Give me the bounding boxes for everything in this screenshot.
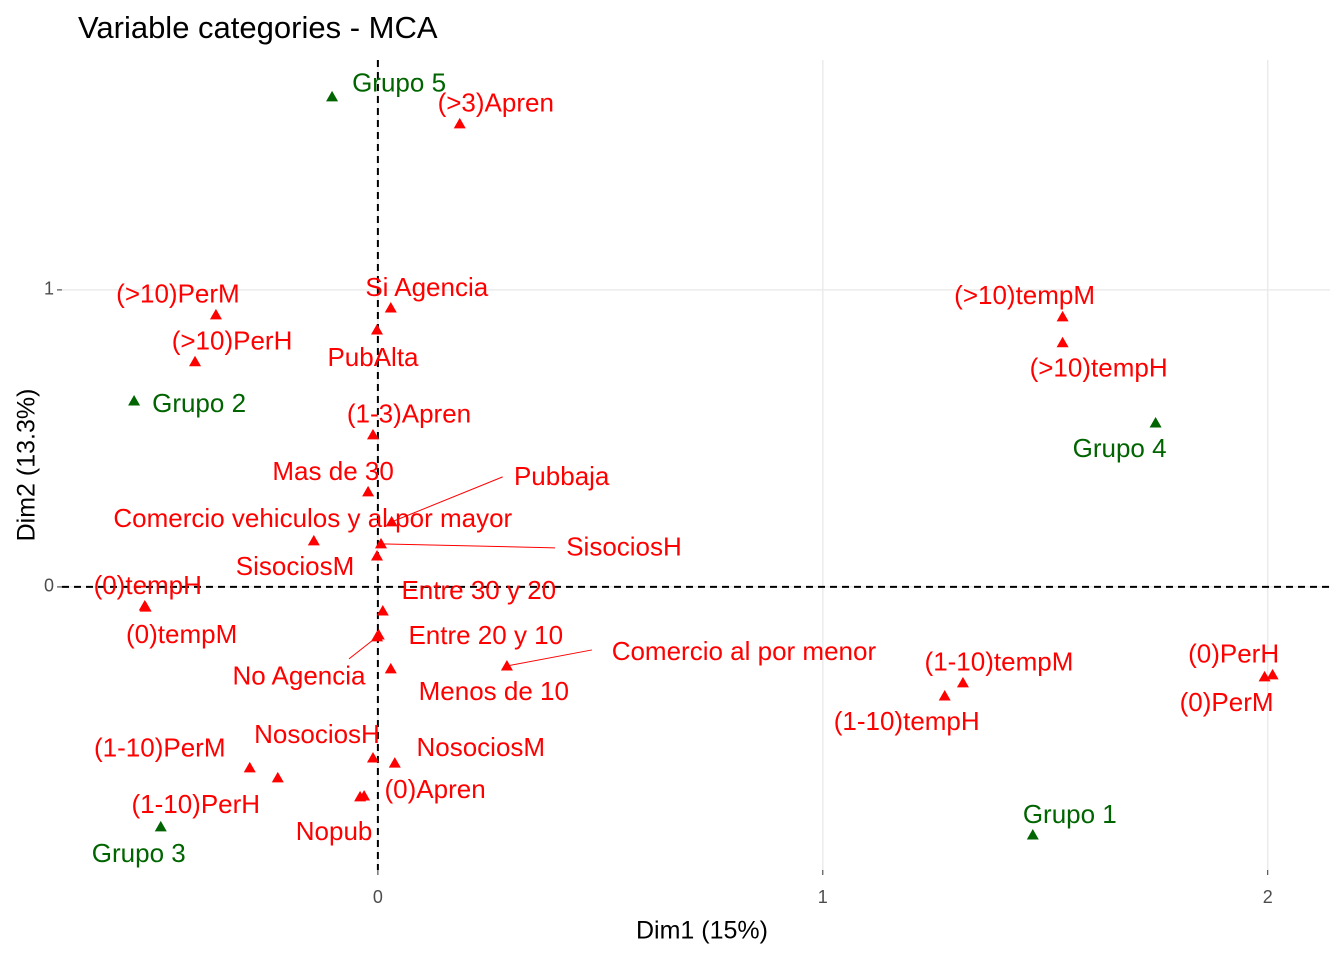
point [1056,336,1069,348]
point-label: (0)PerH [1188,639,1279,669]
point-label: (>3)Apren [438,88,554,118]
point [375,537,388,549]
point-label: Si Agencia [365,272,488,302]
point [139,601,152,612]
point [1056,310,1069,322]
point-label: (>10)tempH [1030,353,1168,383]
point-label: (1-3)Apren [347,399,471,429]
leader-line [380,543,556,549]
point-label: PubAlta [327,342,419,372]
point [128,394,141,406]
point-label: (>10)PerM [116,279,240,309]
point-label: Menos de 10 [419,676,569,706]
point-label: Grupo 1 [1023,799,1117,829]
point [370,324,383,335]
chart-title: Variable categories - MCA [78,10,438,45]
y-axis-title: Dim2 (13.3%) [13,389,41,542]
point-label: Comercio vehiculos y al por mayor [113,503,512,533]
point [271,771,284,783]
point-label: Entre 20 y 10 [408,620,563,650]
point-label: (0)tempH [94,570,202,600]
leader-line [391,476,503,523]
y-tick-label: 1 [44,279,54,299]
point-label: Entre 30 y 20 [401,575,556,605]
point [388,757,401,768]
point [243,761,256,773]
point-label: (0)Apren [385,774,486,804]
point-label: (0)PerM [1180,687,1274,717]
point-label: (1-10)tempH [834,706,980,736]
point [354,790,367,802]
point-label: (>10)PerH [172,326,293,356]
point [956,676,969,688]
point [366,752,379,763]
point [453,117,466,129]
y-tick-label: 0 [44,576,54,596]
point [1026,828,1039,840]
point [366,428,379,440]
point [154,820,167,832]
x-tick-label: 0 [373,887,383,907]
point-label: Comercio al por menor [612,636,877,666]
point [500,659,513,671]
point-label: Grupo 5 [352,68,446,98]
point-label: (0)tempM [126,619,237,649]
point [209,308,222,320]
point [1149,416,1162,428]
point [384,302,397,313]
x-tick-label: 2 [1263,887,1273,907]
point-label: (1-10)tempM [925,647,1074,677]
point-label: NosociosH [254,719,380,749]
point-label: No Agencia [233,661,367,691]
x-tick-label: 1 [818,887,828,907]
point [189,355,202,367]
point [307,534,320,546]
point [384,662,397,674]
point-label: (>10)tempM [954,280,1095,310]
point-label: Nopub [296,816,373,846]
point-label: Grupo 2 [152,388,246,418]
point-label: Grupo 3 [92,838,186,868]
point-label: Pubbaja [514,461,610,491]
point [938,689,951,701]
point-label: (1-10)PerH [131,789,260,819]
point [370,630,383,642]
leader-line [506,649,593,667]
point-label: NosociosM [416,732,545,762]
point [376,604,389,616]
point [362,485,375,497]
point-label: SisociosM [236,551,354,581]
point [326,90,339,102]
point [385,515,398,527]
point [1266,668,1279,680]
point-label: Grupo 4 [1073,433,1167,463]
point-label: SisociosH [566,532,682,562]
point [1258,670,1271,682]
point-label: Mas de 30 [272,456,393,486]
x-axis-title: Dim1 (15%) [636,917,768,945]
point-label: (1-10)PerM [94,733,225,763]
point [370,550,383,561]
